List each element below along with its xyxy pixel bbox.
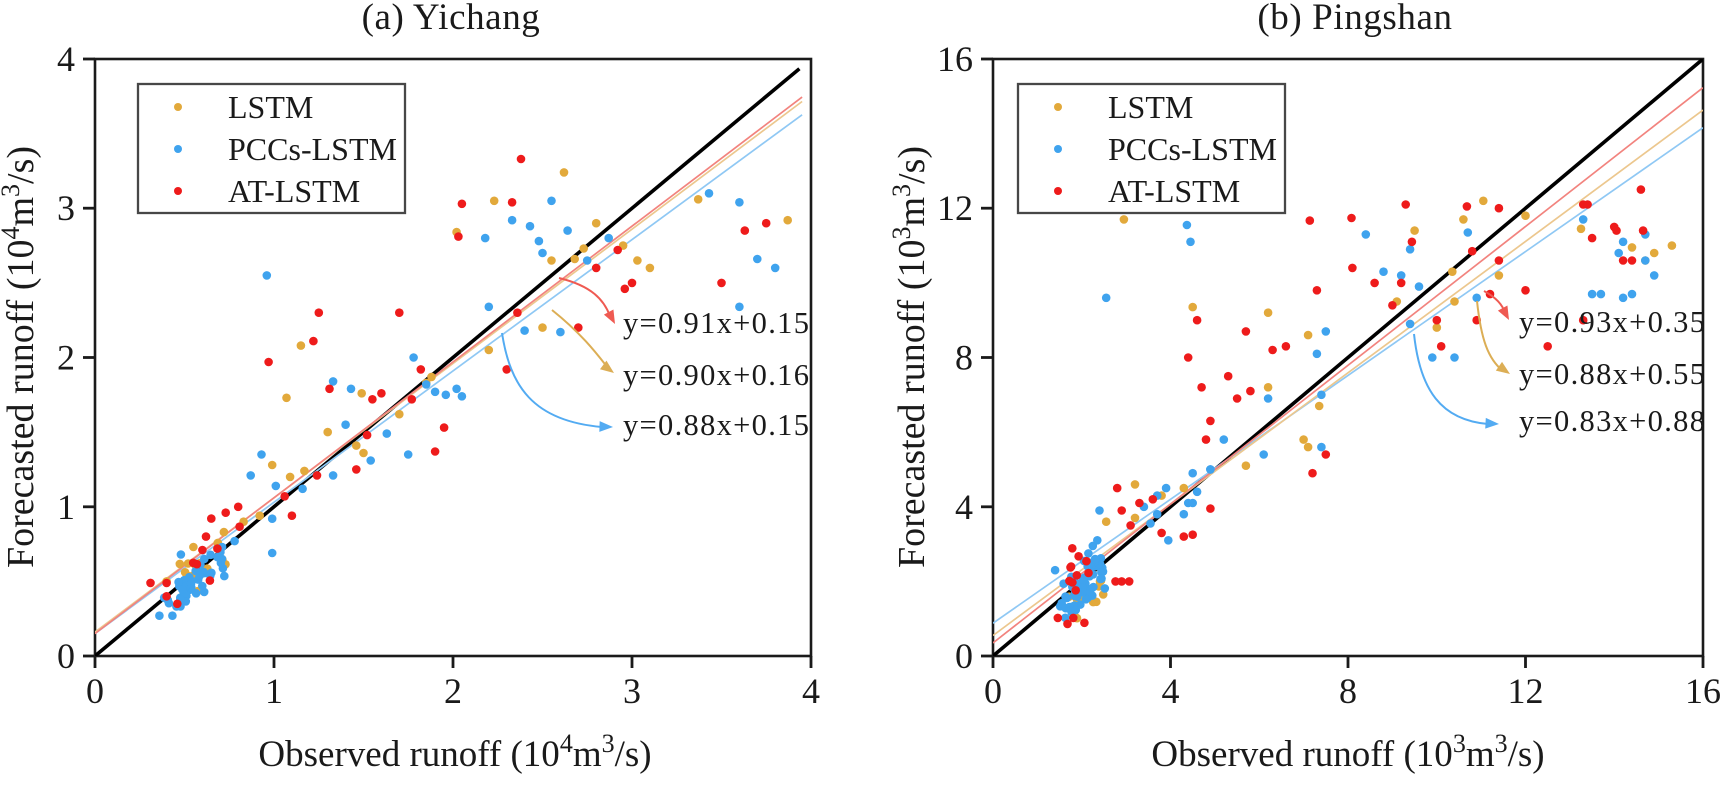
- svg-text:8: 8: [1339, 671, 1357, 711]
- svg-text:3: 3: [623, 671, 641, 711]
- svg-text:y=0.88x+0.15: y=0.88x+0.15: [623, 408, 810, 442]
- svg-text:LSTM: LSTM: [228, 89, 313, 125]
- svg-text:y=0.88x+0.55: y=0.88x+0.55: [1519, 357, 1706, 391]
- svg-text:0: 0: [57, 636, 75, 676]
- svg-text:0: 0: [955, 636, 973, 676]
- svg-text:y=0.83x+0.88: y=0.83x+0.88: [1519, 404, 1706, 438]
- svg-text:8: 8: [955, 338, 973, 378]
- svg-text:3: 3: [57, 188, 75, 228]
- svg-text:y=0.90x+0.16: y=0.90x+0.16: [623, 358, 810, 392]
- svg-text:Observed runoff (103m3/s): Observed runoff (103m3/s): [1151, 729, 1544, 775]
- svg-text:16: 16: [937, 39, 973, 79]
- svg-text:4: 4: [802, 671, 820, 711]
- svg-text:y=0.91x+0.15: y=0.91x+0.15: [623, 306, 810, 340]
- svg-text:1: 1: [57, 487, 75, 527]
- svg-text:Forecasted runoff (103m3/s): Forecasted runoff (103m3/s): [887, 146, 933, 568]
- svg-text:AT-LSTM: AT-LSTM: [228, 173, 360, 209]
- svg-text:0: 0: [984, 671, 1002, 711]
- svg-text:(b) Pingshan: (b) Pingshan: [1257, 0, 1452, 38]
- svg-text:4: 4: [955, 487, 973, 527]
- svg-text:AT-LSTM: AT-LSTM: [1108, 173, 1240, 209]
- svg-text:Forecasted runoff (104m3/s): Forecasted runoff (104m3/s): [0, 146, 42, 568]
- svg-text:(a) Yichang: (a) Yichang: [362, 0, 541, 38]
- svg-text:0: 0: [86, 671, 104, 711]
- svg-text:2: 2: [444, 671, 462, 711]
- svg-text:1: 1: [265, 671, 283, 711]
- svg-text:4: 4: [57, 39, 75, 79]
- svg-text:PCCs-LSTM: PCCs-LSTM: [228, 131, 397, 167]
- svg-text:12: 12: [937, 188, 973, 228]
- svg-text:Observed runoff (104m3/s): Observed runoff (104m3/s): [258, 729, 651, 775]
- svg-text:4: 4: [1162, 671, 1180, 711]
- svg-text:16: 16: [1685, 671, 1721, 711]
- svg-text:12: 12: [1508, 671, 1544, 711]
- svg-text:y=0.93x+0.35: y=0.93x+0.35: [1519, 305, 1706, 339]
- svg-text:2: 2: [57, 338, 75, 378]
- svg-text:LSTM: LSTM: [1108, 89, 1193, 125]
- svg-text:PCCs-LSTM: PCCs-LSTM: [1108, 131, 1277, 167]
